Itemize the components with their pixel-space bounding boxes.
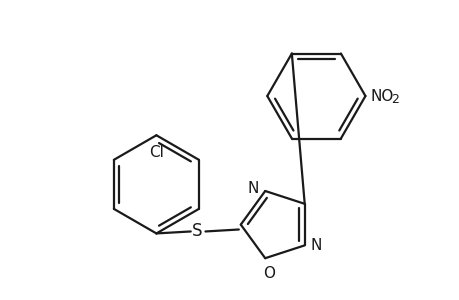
Text: 2: 2 — [390, 93, 398, 106]
Text: S: S — [192, 223, 202, 241]
Text: NO: NO — [369, 88, 393, 104]
Text: N: N — [247, 181, 259, 196]
Text: N: N — [310, 238, 321, 253]
Text: O: O — [263, 266, 274, 281]
Text: Cl: Cl — [149, 145, 163, 160]
